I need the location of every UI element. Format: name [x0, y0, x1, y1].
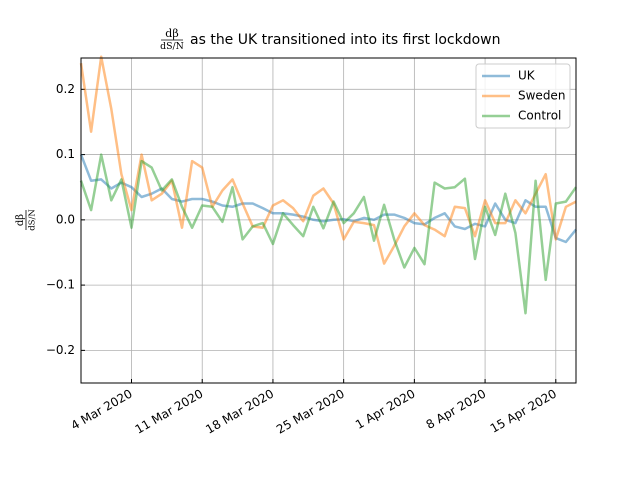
chart-title-text: as the UK transitioned into its first lo… [190, 32, 501, 48]
y-tick-label: −0.1 [46, 278, 75, 292]
series-line [79, 55, 577, 265]
legend-label: Sweden [518, 89, 565, 103]
fraction-numerator: dβ [165, 27, 178, 40]
legend-label: Control [518, 109, 561, 123]
y-tick-label: 0.2 [56, 82, 75, 96]
y-tick-label: 0.0 [56, 212, 75, 226]
fraction-denominator: dS/N [28, 209, 38, 231]
y-tick-label: −0.2 [46, 343, 75, 357]
fraction-denominator: dS/N [160, 41, 184, 52]
plot-frame [80, 57, 577, 384]
y-tick-label: 0.1 [56, 147, 75, 161]
legend-label: UK [518, 69, 536, 83]
fraction-numerator: dβ [15, 214, 26, 226]
series-line [79, 153, 578, 315]
y-axis-label: dβ dS/N [15, 209, 38, 231]
legend-box [475, 63, 571, 129]
